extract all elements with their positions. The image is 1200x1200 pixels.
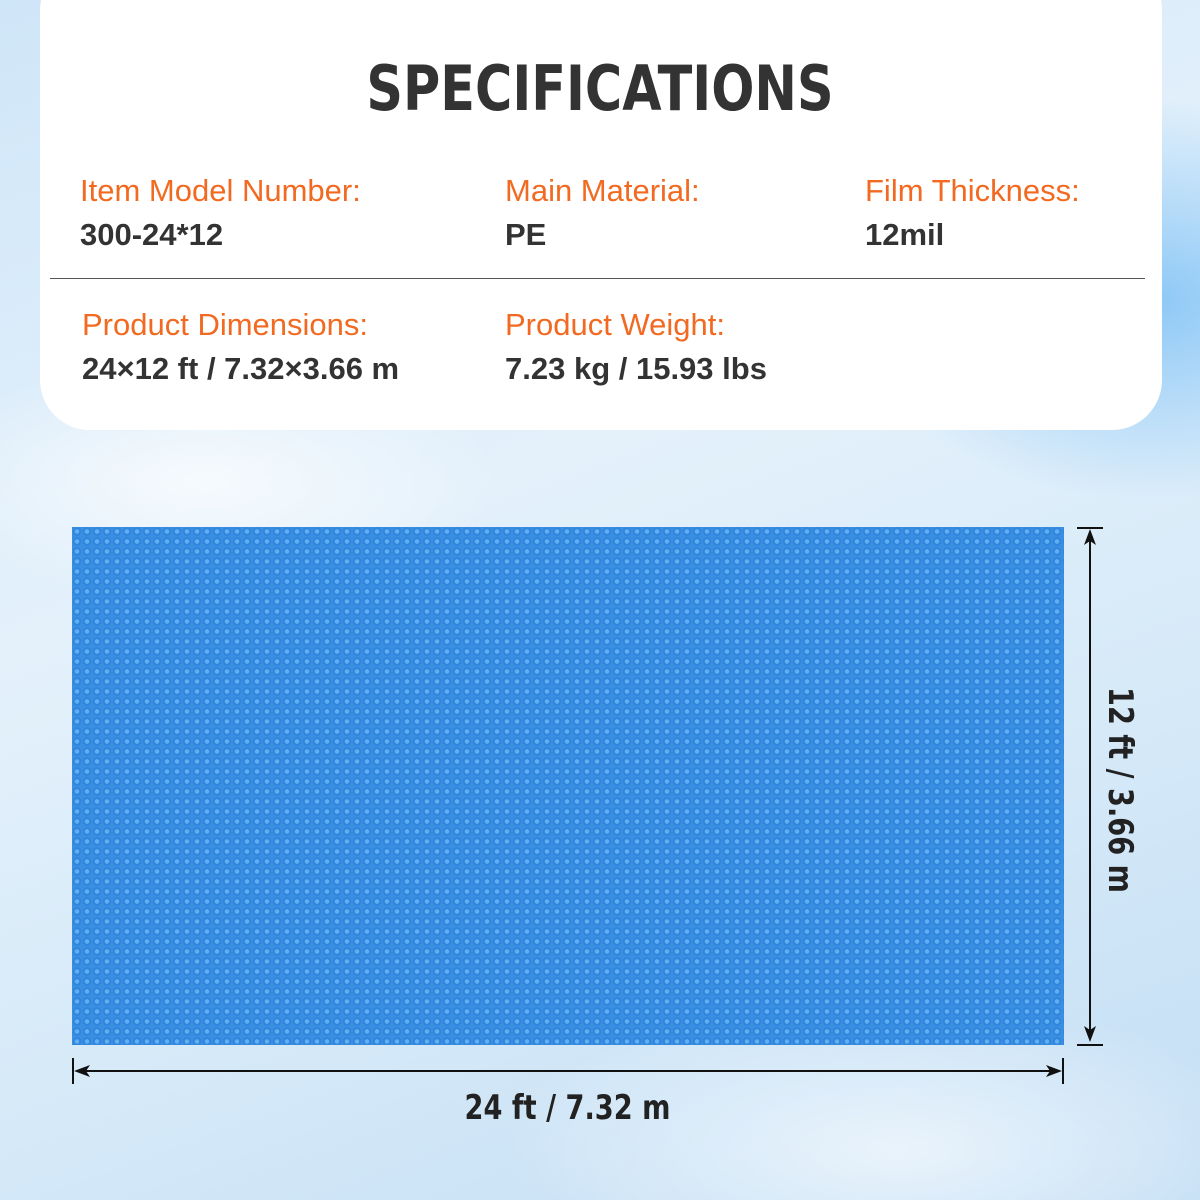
arrow-right-icon [1046,1065,1062,1077]
spec-material: Main Material: PE [505,173,700,253]
dimension-tick-left [72,1058,74,1084]
divider [50,278,1145,279]
spec-weight: Product Weight: 7.23 kg / 15.93 lbs [505,307,767,387]
height-arrow-line [1089,533,1091,1039]
height-label: 12 ft / 3.66 m [1100,687,1140,893]
page-title: SPECIFICATIONS [366,52,834,125]
width-arrow-line [78,1070,1058,1072]
spec-label: Item Model Number: [80,173,361,208]
spec-value: PE [505,217,547,252]
pool-cover-image [72,527,1064,1045]
arrow-left-icon [74,1065,90,1077]
spec-value: 12mil [865,217,945,252]
spec-card [40,0,1162,430]
arrow-down-icon [1084,1026,1096,1042]
spec-dimensions: Product Dimensions: 24×12 ft / 7.32×3.66… [82,307,399,387]
spec-label: Product Weight: [505,307,725,342]
dimension-tick-top [1077,527,1103,529]
spec-value: 24×12 ft / 7.32×3.66 m [82,351,400,386]
spec-thickness: Film Thickness: 12mil [865,173,1080,253]
arrow-up-icon [1084,529,1096,545]
width-label: 24 ft / 7.32 m [464,1088,671,1128]
spec-model: Item Model Number: 300-24*12 [80,173,361,253]
spec-label: Film Thickness: [865,173,1080,208]
spec-value: 7.23 kg / 15.93 lbs [505,351,767,386]
spec-label: Main Material: [505,173,700,208]
dimension-tick-right [1062,1058,1064,1084]
dimension-tick-bottom [1077,1044,1103,1046]
spec-value: 300-24*12 [80,217,224,252]
spec-label: Product Dimensions: [82,307,369,342]
